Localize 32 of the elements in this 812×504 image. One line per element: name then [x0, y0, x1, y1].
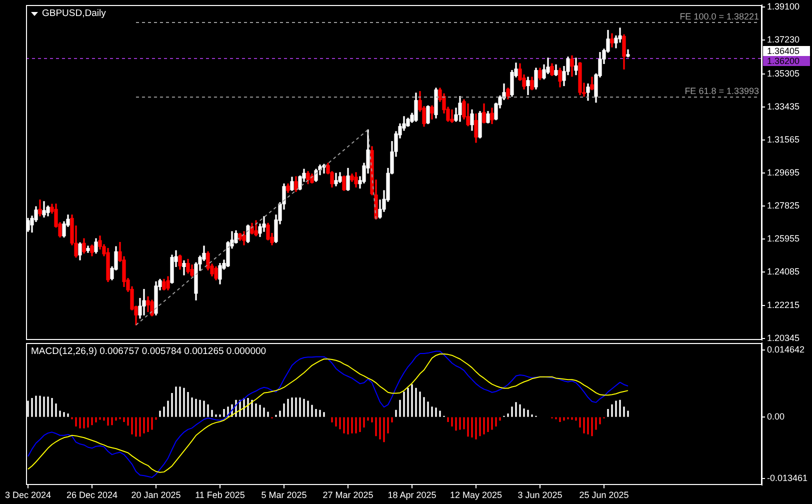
- x-tick-label: 11 Feb 2025: [195, 490, 245, 500]
- y-tick-label: 1.37230: [767, 34, 800, 44]
- x-tick-label: 25 Jun 2025: [579, 490, 629, 500]
- x-tick-label: 18 Apr 2025: [388, 490, 436, 500]
- y-tick-label: 1.29695: [767, 168, 800, 178]
- x-tick-label: 5 Mar 2025: [261, 490, 307, 500]
- candlestick: [450, 109, 454, 123]
- x-tick-label: 3 Jun 2025: [518, 490, 562, 500]
- candlestick: [142, 288, 146, 316]
- y-tick-label: 1.27825: [767, 200, 800, 211]
- chart-title: GBPUSD,Daily: [42, 8, 106, 19]
- chart-title: MACD(12,26,9) 0.006757 0.005784 0.001265 0.000000: [31, 346, 266, 357]
- y-tick-label: 0.014642: [767, 344, 805, 355]
- series-label: FE 61.8 = 1.33993: [684, 86, 759, 96]
- y-tick-label: 1.22215: [767, 300, 800, 310]
- y-tick-label: 0.00: [767, 412, 785, 422]
- y-tick-label: 1.31565: [767, 134, 800, 145]
- y-tick-label: 1.39100: [767, 1, 800, 12]
- x-tick-label: 3 Dec 2024: [4, 490, 52, 500]
- y-tick-label: 1.25955: [767, 234, 800, 244]
- y-tick-label: 1.20345: [767, 332, 800, 343]
- y-tick-label: 1.35305: [767, 68, 800, 78]
- x-tick-label: 26 Dec 2024: [66, 490, 118, 500]
- ref-line-label: 1.36200: [767, 56, 800, 66]
- y-tick-label: 1.24085: [767, 266, 800, 277]
- y-tick-label: -0.013461: [767, 473, 808, 484]
- y-tick-label: 1.33435: [767, 102, 800, 112]
- x-tick-label: 20 Jan 2025: [131, 490, 181, 500]
- text: 1.36405: [767, 46, 800, 56]
- series-label: FE 100.0 = 1.38221: [680, 11, 759, 22]
- x-tick-label: 12 May 2025: [450, 490, 502, 500]
- x-tick-label: 27 Mar 2025: [322, 490, 374, 500]
